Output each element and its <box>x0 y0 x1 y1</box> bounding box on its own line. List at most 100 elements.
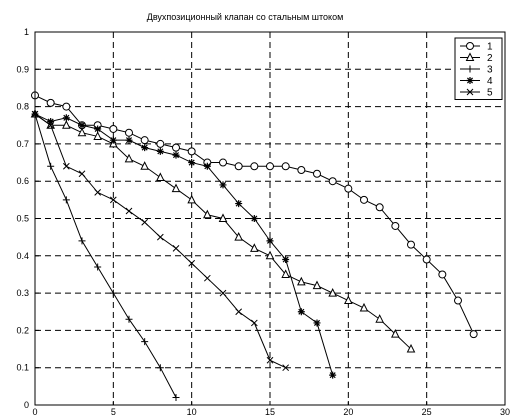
series-line-4 <box>34 113 334 376</box>
legend-item: 1 <box>460 42 493 53</box>
legend-marker <box>466 42 474 50</box>
data-point-2 <box>77 127 87 137</box>
data-point-1 <box>234 162 243 171</box>
data-point-2 <box>250 243 259 252</box>
data-point-5 <box>188 259 196 267</box>
series-2 <box>30 108 416 353</box>
data-point-2 <box>328 287 337 297</box>
x-tick-label: 25 <box>422 407 432 417</box>
data-point-5 <box>250 319 258 327</box>
data-point-2 <box>187 194 196 204</box>
data-point-3 <box>62 196 70 204</box>
data-point-4 <box>313 319 321 327</box>
data-point-2 <box>62 120 71 129</box>
legend-label: 4 <box>487 76 493 87</box>
y-tick-label: 0.3 <box>16 288 29 298</box>
series-line-3 <box>34 113 177 398</box>
data-point-3 <box>78 237 86 245</box>
legend-marker <box>466 65 474 73</box>
data-point-2 <box>406 343 416 353</box>
data-point-5 <box>282 364 290 372</box>
data-point-1 <box>454 296 462 305</box>
y-tick-label: 0.7 <box>16 139 29 149</box>
data-point-5 <box>219 289 227 297</box>
data-point-5 <box>203 274 211 282</box>
data-point-1 <box>313 169 321 178</box>
data-point-1 <box>156 139 165 148</box>
data-point-1 <box>375 203 384 212</box>
data-point-4 <box>203 162 211 170</box>
data-point-1 <box>281 162 290 171</box>
data-point-3 <box>156 364 164 372</box>
data-point-4 <box>156 147 164 155</box>
y-tick-label: 0.8 <box>16 102 29 112</box>
data-point-1 <box>328 177 337 186</box>
data-point-5 <box>109 196 117 204</box>
data-point-2 <box>281 269 290 278</box>
data-point-5 <box>125 207 133 215</box>
data-point-1 <box>407 240 415 249</box>
x-tick-label: 30 <box>500 407 510 417</box>
data-point-1 <box>219 158 227 167</box>
x-tick-label: 5 <box>111 407 116 417</box>
y-tick-label: 0.4 <box>16 251 29 261</box>
data-point-2 <box>218 213 228 222</box>
data-point-4 <box>219 181 227 189</box>
data-point-2 <box>93 131 102 140</box>
data-point-5 <box>235 308 243 316</box>
data-point-1 <box>125 128 133 137</box>
data-point-2 <box>297 276 306 286</box>
data-point-5 <box>94 189 102 196</box>
series-1 <box>31 91 478 339</box>
y-tick-label: 0.6 <box>16 176 29 186</box>
data-point-1 <box>360 195 368 204</box>
data-point-5 <box>172 244 180 252</box>
data-point-2 <box>234 232 243 241</box>
plot-frame <box>34 31 506 406</box>
series-5 <box>31 110 290 372</box>
legend-label: 3 <box>487 65 493 76</box>
data-point-3 <box>94 263 102 271</box>
data-point-1 <box>187 147 196 156</box>
data-point-2 <box>156 172 165 181</box>
data-point-4 <box>282 256 290 264</box>
data-point-1 <box>266 162 274 171</box>
legend-item: 3 <box>460 65 493 76</box>
y-tick-label: 0.9 <box>16 64 29 74</box>
data-point-1 <box>172 143 180 152</box>
data-point-2 <box>171 183 181 193</box>
data-point-4 <box>250 215 258 222</box>
data-point-3 <box>172 394 180 402</box>
y-tick-label: 1 <box>24 27 29 37</box>
legend-label: 5 <box>487 88 493 99</box>
data-point-4 <box>94 125 102 133</box>
data-point-1 <box>109 124 118 133</box>
x-tick-label: 15 <box>265 407 275 417</box>
data-point-4 <box>266 237 274 245</box>
data-point-4 <box>62 114 70 122</box>
chart-title: Двухпозиционный клапан со стальным штоко… <box>147 12 344 22</box>
data-point-3 <box>125 315 133 323</box>
data-point-2 <box>359 302 369 312</box>
data-point-5 <box>62 162 70 170</box>
data-point-5 <box>47 121 55 129</box>
data-point-3 <box>141 338 149 346</box>
data-point-5 <box>266 356 274 364</box>
data-point-5 <box>78 170 86 178</box>
data-point-4 <box>109 136 117 144</box>
data-point-1 <box>422 255 431 264</box>
legend-label: 1 <box>487 42 493 53</box>
y-tick-label: 0.1 <box>16 363 29 373</box>
y-tick-label: 0.5 <box>16 214 29 224</box>
y-tick-label: 0.2 <box>16 325 29 335</box>
data-point-2 <box>124 153 134 163</box>
legend-item: 4 <box>460 76 493 87</box>
data-point-4 <box>141 144 149 152</box>
data-point-2 <box>140 161 149 170</box>
data-point-1 <box>391 221 400 230</box>
data-point-2 <box>265 250 275 260</box>
data-point-4 <box>172 151 180 159</box>
data-point-3 <box>109 289 117 297</box>
